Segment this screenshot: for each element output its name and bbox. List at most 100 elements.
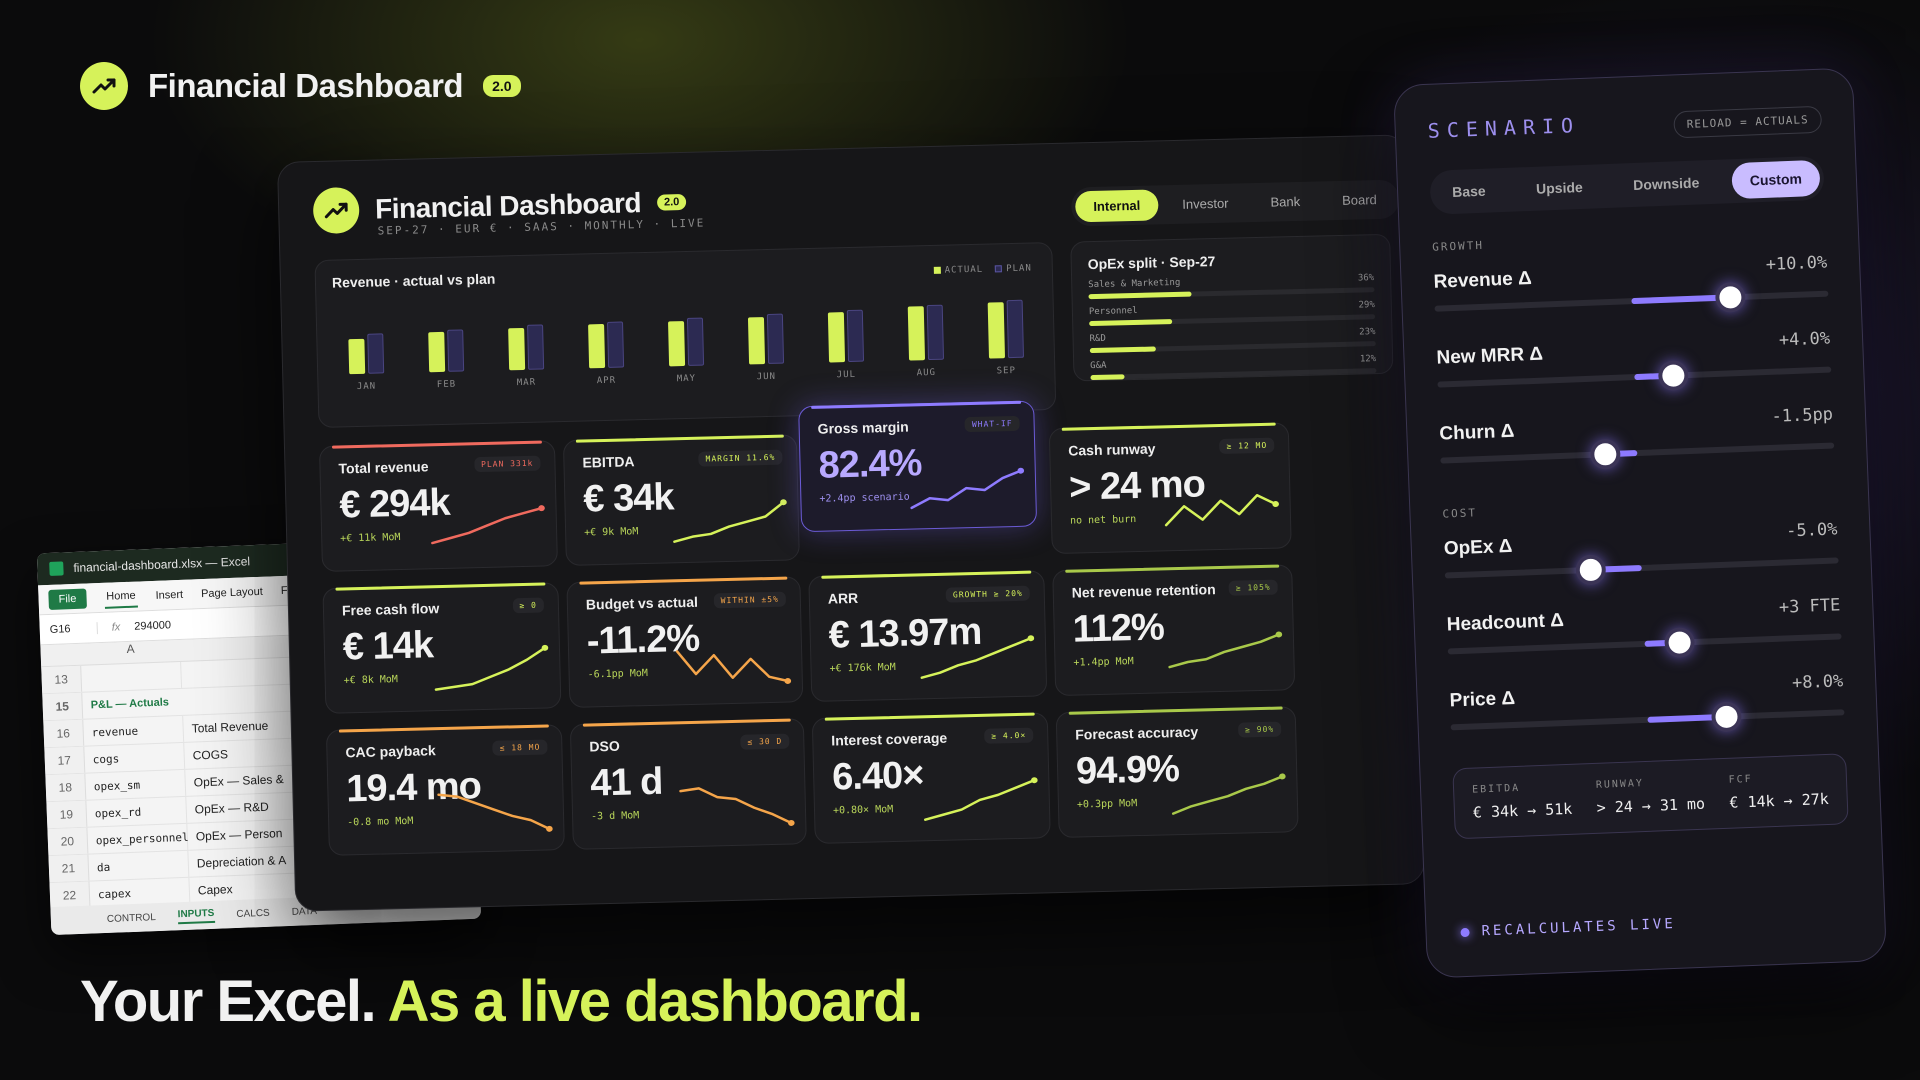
bar-actual[interactable] xyxy=(667,321,685,367)
bar-plan[interactable] xyxy=(766,313,784,364)
scenario-panel: SCENARIO RELOAD = ACTUALS Base Upside Do… xyxy=(1393,67,1887,979)
sparkline-path xyxy=(924,780,1035,819)
sparkline-path xyxy=(439,792,550,831)
scenario-tab-upside[interactable]: Upside xyxy=(1535,178,1584,197)
slider-knob[interactable] xyxy=(1714,281,1746,313)
ribbon-insert[interactable]: Insert xyxy=(155,588,184,602)
slider-track[interactable] xyxy=(1450,701,1845,733)
slider-knob[interactable] xyxy=(1664,626,1696,659)
slider-knob[interactable] xyxy=(1590,438,1622,470)
cell-a[interactable]: revenue xyxy=(83,715,185,746)
kpi-card-arr[interactable]: ARR GROWTH ≥ 20% € 13.97m +€ 176k MoM xyxy=(808,570,1048,703)
bar-plan[interactable] xyxy=(606,321,624,368)
kpi-card-cash-runway[interactable]: Cash runway ≥ 12 MO > 24 mo no net burn xyxy=(1048,422,1292,555)
cell-a[interactable]: cogs xyxy=(84,742,186,773)
month-label: AUG xyxy=(916,367,937,379)
tab-board[interactable]: Board xyxy=(1341,192,1378,208)
sheet-tab-inputs[interactable]: INPUTS xyxy=(177,907,215,924)
kpi-card-gross-margin[interactable]: Gross margin WHAT-IF 82.4% +2.4pp scenario xyxy=(798,400,1038,533)
kpi-target-tag: ≥ 90% xyxy=(1237,721,1282,738)
bar-plan[interactable] xyxy=(446,329,464,372)
sheet-tab-calcs[interactable]: CALCS xyxy=(236,907,270,920)
kpi-accent-line xyxy=(821,570,1032,579)
cell-a[interactable]: opex_personnel xyxy=(87,823,189,854)
bar-plan[interactable] xyxy=(926,304,944,361)
kpi-card-nrr[interactable]: Net revenue retention ≥ 105% 112% +1.4pp Mo… xyxy=(1052,564,1296,697)
sheet-tab-control[interactable]: CONTROL xyxy=(106,911,156,925)
slider-track[interactable] xyxy=(1440,438,1835,470)
cell-reference[interactable]: G16 xyxy=(49,621,98,636)
summary-ebitda: EBITDA € 34k → 51k xyxy=(1471,782,1573,822)
slider-track[interactable] xyxy=(1434,281,1829,313)
slider-track[interactable] xyxy=(1437,360,1832,392)
kpi-card-budget-vs-actual[interactable]: Budget vs actual WITHIN ±5% -11.2% -6.1pp M… xyxy=(566,576,804,708)
cell-a[interactable]: da xyxy=(88,850,190,881)
cell-b[interactable]: OpEx — Sales & xyxy=(193,772,284,790)
scenario-slider[interactable]: Churn Δ -1.5pp xyxy=(1439,405,1835,482)
kpi-card-cac-payback[interactable]: CAC payback ≤ 18 MO 19.4 mo -0.8 mo MoM xyxy=(325,724,565,856)
bar-actual[interactable] xyxy=(347,338,365,375)
column-a-header[interactable]: A xyxy=(126,641,135,657)
month-label: JUN xyxy=(756,371,777,383)
cell-b[interactable]: Capex xyxy=(197,882,233,898)
bar-plan[interactable] xyxy=(1006,299,1024,359)
opex-fill xyxy=(1090,374,1125,381)
cell-b[interactable]: COGS xyxy=(192,747,229,763)
scenario-slider[interactable]: OpEx Δ -5.0% xyxy=(1443,519,1839,596)
tab-internal[interactable]: Internal xyxy=(1074,189,1159,223)
ribbon-home[interactable]: Home xyxy=(103,585,139,609)
slider-knob[interactable] xyxy=(1574,554,1607,586)
bar-actual[interactable] xyxy=(827,312,845,363)
bar-actual[interactable] xyxy=(907,306,925,361)
scenario-slider[interactable]: Headcount Δ +3 FTE xyxy=(1446,595,1842,672)
kpi-card-interest-coverage[interactable]: Interest coverage ≥ 4.0× 6.40× +0.80× MoM xyxy=(811,712,1051,844)
tab-investor[interactable]: Investor xyxy=(1182,195,1229,212)
slider-track[interactable] xyxy=(1444,554,1839,586)
slider-track[interactable] xyxy=(1447,626,1842,659)
opex-title: OpEx split · Sep-27 xyxy=(1087,253,1216,273)
kpi-card-ebitda[interactable]: EBITDA MARGIN 11.6% € 34k +€ 9k MoM xyxy=(562,434,800,566)
bar-actual[interactable] xyxy=(587,323,605,369)
bar-plan[interactable] xyxy=(526,324,544,370)
scenario-slider[interactable]: Price Δ +8.0% xyxy=(1449,671,1845,748)
bar-actual[interactable] xyxy=(747,317,765,365)
kpi-card-total-revenue[interactable]: Total revenue PLAN 331k € 294k +€ 11k MoM xyxy=(318,440,558,572)
cell-a[interactable]: opex_rd xyxy=(86,796,188,827)
month-label: FEB xyxy=(436,379,457,391)
tab-bank[interactable]: Bank xyxy=(1270,193,1301,210)
kpi-target-tag: WITHIN ±5% xyxy=(713,591,787,609)
cell-b[interactable]: OpEx — R&D xyxy=(194,799,270,817)
kpi-card-dso[interactable]: DSO ≤ 30 D 41 d -3 d MoM xyxy=(569,718,807,850)
scenario-tab-custom[interactable]: Custom xyxy=(1731,159,1821,200)
formula-input[interactable]: 294000 xyxy=(134,618,172,633)
scenario-tab-base[interactable]: Base xyxy=(1451,182,1486,200)
kpi-card-forecast-accuracy[interactable]: Forecast accuracy ≥ 90% 94.9% +0.3pp MoM xyxy=(1055,706,1299,839)
bar-plan[interactable] xyxy=(686,317,704,366)
kpi-card-free-cash-flow[interactable]: Free cash flow ≥ 0 € 14k +€ 8k MoM xyxy=(322,582,562,714)
kpi-accent-line xyxy=(338,724,549,733)
cell-a[interactable] xyxy=(81,661,183,692)
ribbon-page-layout[interactable]: Page Layout xyxy=(200,585,264,600)
cell-a[interactable]: opex_sm xyxy=(85,769,187,800)
bar-plan[interactable] xyxy=(366,333,384,374)
cell-b[interactable]: OpEx — Person xyxy=(195,826,283,844)
ribbon-file[interactable]: File xyxy=(48,588,87,610)
cell-b[interactable]: Total Revenue xyxy=(191,718,269,736)
bar-actual[interactable] xyxy=(987,302,1005,359)
scenario-slider[interactable]: Revenue Δ +10.0% xyxy=(1433,253,1829,330)
bar-actual[interactable] xyxy=(427,331,445,373)
cell-b[interactable]: Depreciation & A xyxy=(196,853,287,871)
kpi-sparkline xyxy=(924,777,1038,825)
slider-knob[interactable] xyxy=(1710,701,1742,733)
bar-pair xyxy=(747,300,784,365)
row-number: 16 xyxy=(43,719,85,748)
bar-group: MAY xyxy=(657,301,715,402)
bar-actual[interactable] xyxy=(507,327,525,371)
sparkline-end-dot xyxy=(546,825,553,832)
slider-knob[interactable] xyxy=(1658,360,1690,392)
bar-plan[interactable] xyxy=(846,309,864,363)
reload-actuals-button[interactable]: RELOAD = ACTUALS xyxy=(1673,105,1823,139)
bar-pair xyxy=(347,309,384,375)
scenario-tab-downside[interactable]: Downside xyxy=(1632,174,1700,194)
scenario-slider[interactable]: New MRR Δ +4.0% xyxy=(1436,329,1832,406)
